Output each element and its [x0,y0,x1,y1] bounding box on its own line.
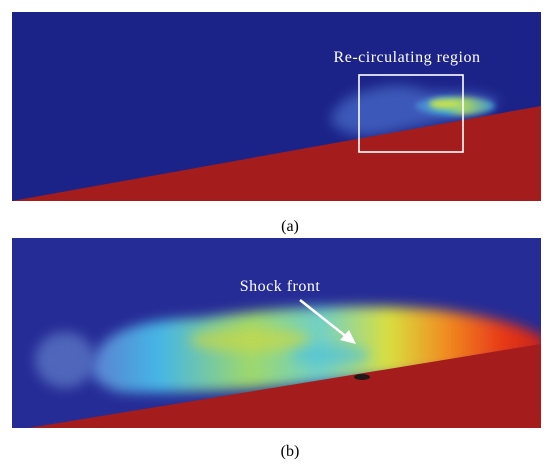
figure: Re-circulating region (a) Shock front (b… [0,0,551,464]
annotation-b: Shock front [240,278,321,295]
panel-label-b: (b) [281,443,300,460]
annotation-a: Re-circulating region [334,49,481,66]
panel-a-image [12,12,541,201]
panel-b-image [12,238,548,428]
panel-label-a: (a) [281,218,299,235]
page: Re-circulating region (a) Shock front (b… [0,0,551,464]
